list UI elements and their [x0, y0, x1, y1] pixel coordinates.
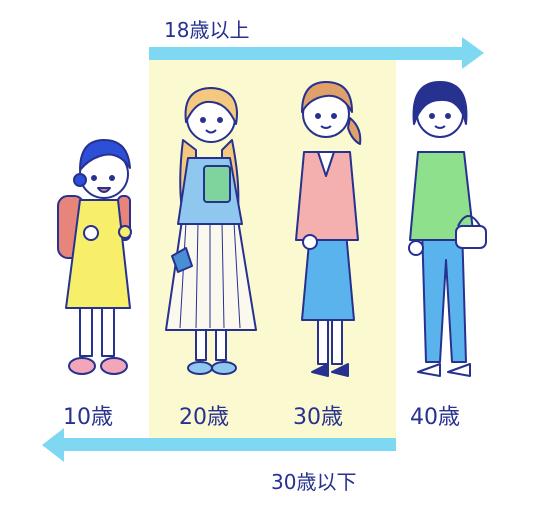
bottom-arrow-label: 30歳以下: [271, 470, 357, 494]
top-arrow-right: [149, 37, 484, 69]
age-label-40: 40歳: [410, 405, 460, 430]
woman-green-cardigan-icon: [408, 81, 487, 377]
age-label-10: 10歳: [63, 405, 113, 430]
woman-with-book-icon: [165, 87, 257, 375]
top-arrow-label: 18歳以上: [164, 18, 250, 42]
age-label-20: 20歳: [179, 405, 229, 430]
girl-with-backpack-icon: [57, 139, 132, 375]
woman-pink-cardigan-icon: [295, 81, 362, 377]
age-label-30: 30歳: [293, 405, 343, 430]
bottom-arrow-left: [42, 428, 396, 462]
